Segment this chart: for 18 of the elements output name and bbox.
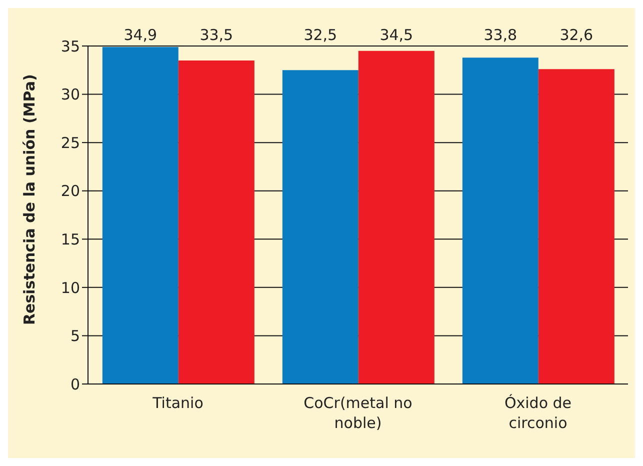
y-tick-label: 15: [60, 230, 80, 248]
x-tick-label: Óxido de circonio: [504, 394, 572, 432]
data-label: 33,5: [200, 26, 234, 44]
y-tick-label: 35: [60, 37, 80, 56]
data-label: 32,6: [560, 26, 594, 44]
y-tick-label: 10: [60, 278, 80, 297]
x-tick-label: CoCr(metal no noble): [304, 394, 412, 432]
data-label: 32,5: [304, 26, 338, 44]
y-tick-label: 20: [60, 182, 80, 200]
y-tick-label: 30: [60, 86, 80, 104]
y-tick-label: 0: [70, 375, 80, 394]
data-label: 33,8: [484, 26, 518, 44]
data-label: 34,9: [124, 26, 158, 44]
y-axis-title: Resistencia de la unión (MPa): [20, 74, 38, 325]
x-tick-label: Titanio: [152, 394, 204, 412]
data-label: 34,5: [380, 26, 414, 44]
y-tick-label: 5: [70, 327, 80, 346]
y-tick-label: 25: [60, 134, 80, 152]
